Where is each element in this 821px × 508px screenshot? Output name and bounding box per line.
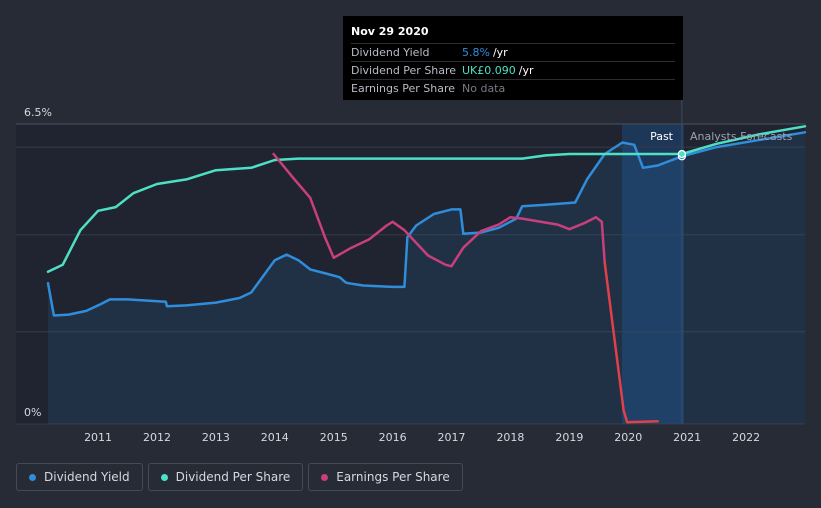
plot-area <box>16 124 805 424</box>
x-tick-label: 2011 <box>84 431 112 444</box>
tooltip-value: 5.8% <box>462 46 490 59</box>
legend-label: Dividend Yield <box>44 470 130 484</box>
y-tick-label-bottom: 0% <box>24 406 41 419</box>
x-tick-label: 2017 <box>438 431 466 444</box>
grid-lines <box>16 123 805 425</box>
legend-label: Earnings Per Share <box>336 470 450 484</box>
series-lines <box>46 125 807 424</box>
tooltip-label: Dividend Per Share <box>351 64 457 77</box>
legend-dot-icon <box>321 473 329 481</box>
tooltip-unit: /yr <box>492 46 508 59</box>
x-tick-label: 2015 <box>320 431 348 444</box>
tooltip-row-earnings-per-share: Earnings Per Share No data <box>351 79 675 97</box>
cursor-marker-dividend-per-share <box>677 149 686 159</box>
series-line-dividend-per-share <box>46 125 807 273</box>
x-tick-label: 2018 <box>496 431 524 444</box>
legend-item-dividend-yield[interactable]: Dividend Yield <box>16 463 143 491</box>
x-tick-label: 2016 <box>379 431 407 444</box>
x-axis-ticks: 2011 2012 2013 2014 2015 2016 2017 2018 2019 2020… <box>84 431 760 444</box>
legend-dot-icon <box>160 473 168 481</box>
chart-tooltip: Nov 29 2020 Dividend Yield 5.8% /yr Divi… <box>343 16 683 100</box>
tooltip-row-dividend-per-share: Dividend Per Share UK£0.090 /yr <box>351 61 675 79</box>
tooltip-label: Dividend Yield <box>351 46 430 59</box>
past-highlight-region <box>622 124 684 424</box>
tooltip-unit: /yr <box>518 64 534 77</box>
series-line-earnings-per-share-drop <box>603 261 659 424</box>
legend-item-earnings-per-share[interactable]: Earnings Per Share <box>308 463 463 491</box>
x-tick-label: 2014 <box>261 431 289 444</box>
legend-item-dividend-per-share[interactable]: Dividend Per Share <box>147 463 304 491</box>
series-line-dividend-yield <box>46 131 807 317</box>
chart-legend: Dividend Yield Dividend Per Share Earnin… <box>16 463 468 491</box>
past-label: Past <box>650 130 674 143</box>
x-tick-label: 2021 <box>673 431 701 444</box>
cursor-markers <box>677 149 686 161</box>
forecast-label: Analysts Forecasts <box>690 130 793 143</box>
tooltip-row-dividend-yield: Dividend Yield 5.8% /yr <box>351 43 675 61</box>
legend-dot-icon <box>29 473 36 481</box>
y-tick-label-top: 6.5% <box>24 106 52 119</box>
x-tick-label: 2020 <box>614 431 642 444</box>
x-tick-label: 2012 <box>143 431 171 444</box>
tooltip-value: UK£0.090 <box>462 64 516 77</box>
x-tick-label: 2022 <box>732 431 760 444</box>
tooltip-value: No data <box>462 82 506 95</box>
tooltip-date: Nov 29 2020 <box>351 25 429 38</box>
tooltip-label: Earnings Per Share <box>351 82 456 95</box>
x-tick-label: 2013 <box>202 431 230 444</box>
legend-label: Dividend Per Share <box>175 470 291 484</box>
series-line-earnings-per-share <box>272 152 606 268</box>
x-tick-label: 2019 <box>555 431 583 444</box>
